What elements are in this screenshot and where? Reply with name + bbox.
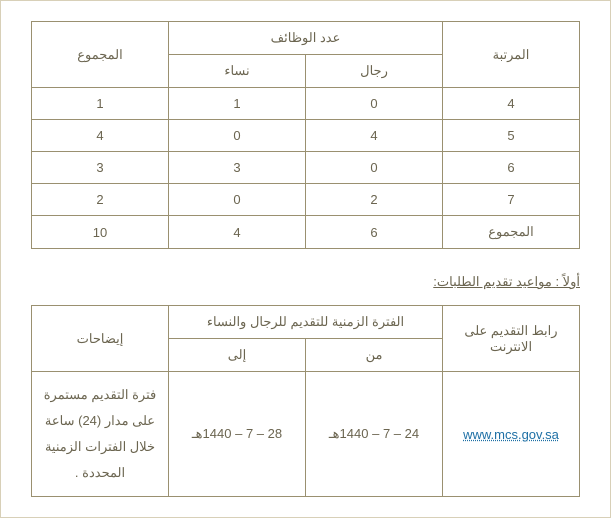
cell-total: 4 <box>32 120 169 152</box>
cell-total: 3 <box>32 152 169 184</box>
cell-to: 28 – 7 – 1440هـ <box>169 372 306 497</box>
col-total: المجموع <box>32 22 169 88</box>
table-row: 4 0 1 1 <box>32 88 580 120</box>
col-notes: إيضاحات <box>32 306 169 372</box>
document-container: المرتبة عدد الوظائف المجموع رجال نساء 4 … <box>0 0 611 518</box>
cell-men: 4 <box>306 120 443 152</box>
col-jobs-count: عدد الوظائف <box>169 22 443 55</box>
cell-total: 1 <box>32 88 169 120</box>
cell-men: 0 <box>306 152 443 184</box>
cell-women: 3 <box>169 152 306 184</box>
cell-rank: 5 <box>443 120 580 152</box>
table-row: 7 2 0 2 <box>32 184 580 216</box>
cell-women: 4 <box>169 216 306 249</box>
cell-total: 10 <box>32 216 169 249</box>
col-men: رجال <box>306 55 443 88</box>
col-from: من <box>306 339 443 372</box>
cell-men: 0 <box>306 88 443 120</box>
cell-women: 1 <box>169 88 306 120</box>
col-period: الفترة الزمنية للتقديم للرجال والنساء <box>169 306 443 339</box>
cell-from: 24 – 7 – 1440هـ <box>306 372 443 497</box>
header-row-1: المرتبة عدد الوظائف المجموع <box>32 22 580 55</box>
col-link: رابط التقديم على الانترنت <box>443 306 580 372</box>
section-title: أولاً : مواعيد تقديم الطلبات: <box>31 274 580 290</box>
cell-women: 0 <box>169 184 306 216</box>
table-row: 6 0 3 3 <box>32 152 580 184</box>
header-row-1: رابط التقديم على الانترنت الفترة الزمنية… <box>32 306 580 339</box>
jobs-table: المرتبة عدد الوظائف المجموع رجال نساء 4 … <box>31 21 580 249</box>
cell-rank: 4 <box>443 88 580 120</box>
col-to: إلى <box>169 339 306 372</box>
cell-women: 0 <box>169 120 306 152</box>
col-rank: المرتبة <box>443 22 580 88</box>
table-row-total: المجموع 6 4 10 <box>32 216 580 249</box>
cell-men: 2 <box>306 184 443 216</box>
schedule-table: رابط التقديم على الانترنت الفترة الزمنية… <box>31 305 580 497</box>
cell-total: 2 <box>32 184 169 216</box>
table-row: 5 4 0 4 <box>32 120 580 152</box>
application-link[interactable]: www.mcs.gov.sa <box>463 427 559 442</box>
cell-link: www.mcs.gov.sa <box>443 372 580 497</box>
cell-rank: 6 <box>443 152 580 184</box>
cell-rank: 7 <box>443 184 580 216</box>
table-row: www.mcs.gov.sa 24 – 7 – 1440هـ 28 – 7 – … <box>32 372 580 497</box>
cell-rank: المجموع <box>443 216 580 249</box>
cell-notes: فترة التقديم مستمرة على مدار (24) ساعة خ… <box>32 372 169 497</box>
col-women: نساء <box>169 55 306 88</box>
cell-men: 6 <box>306 216 443 249</box>
